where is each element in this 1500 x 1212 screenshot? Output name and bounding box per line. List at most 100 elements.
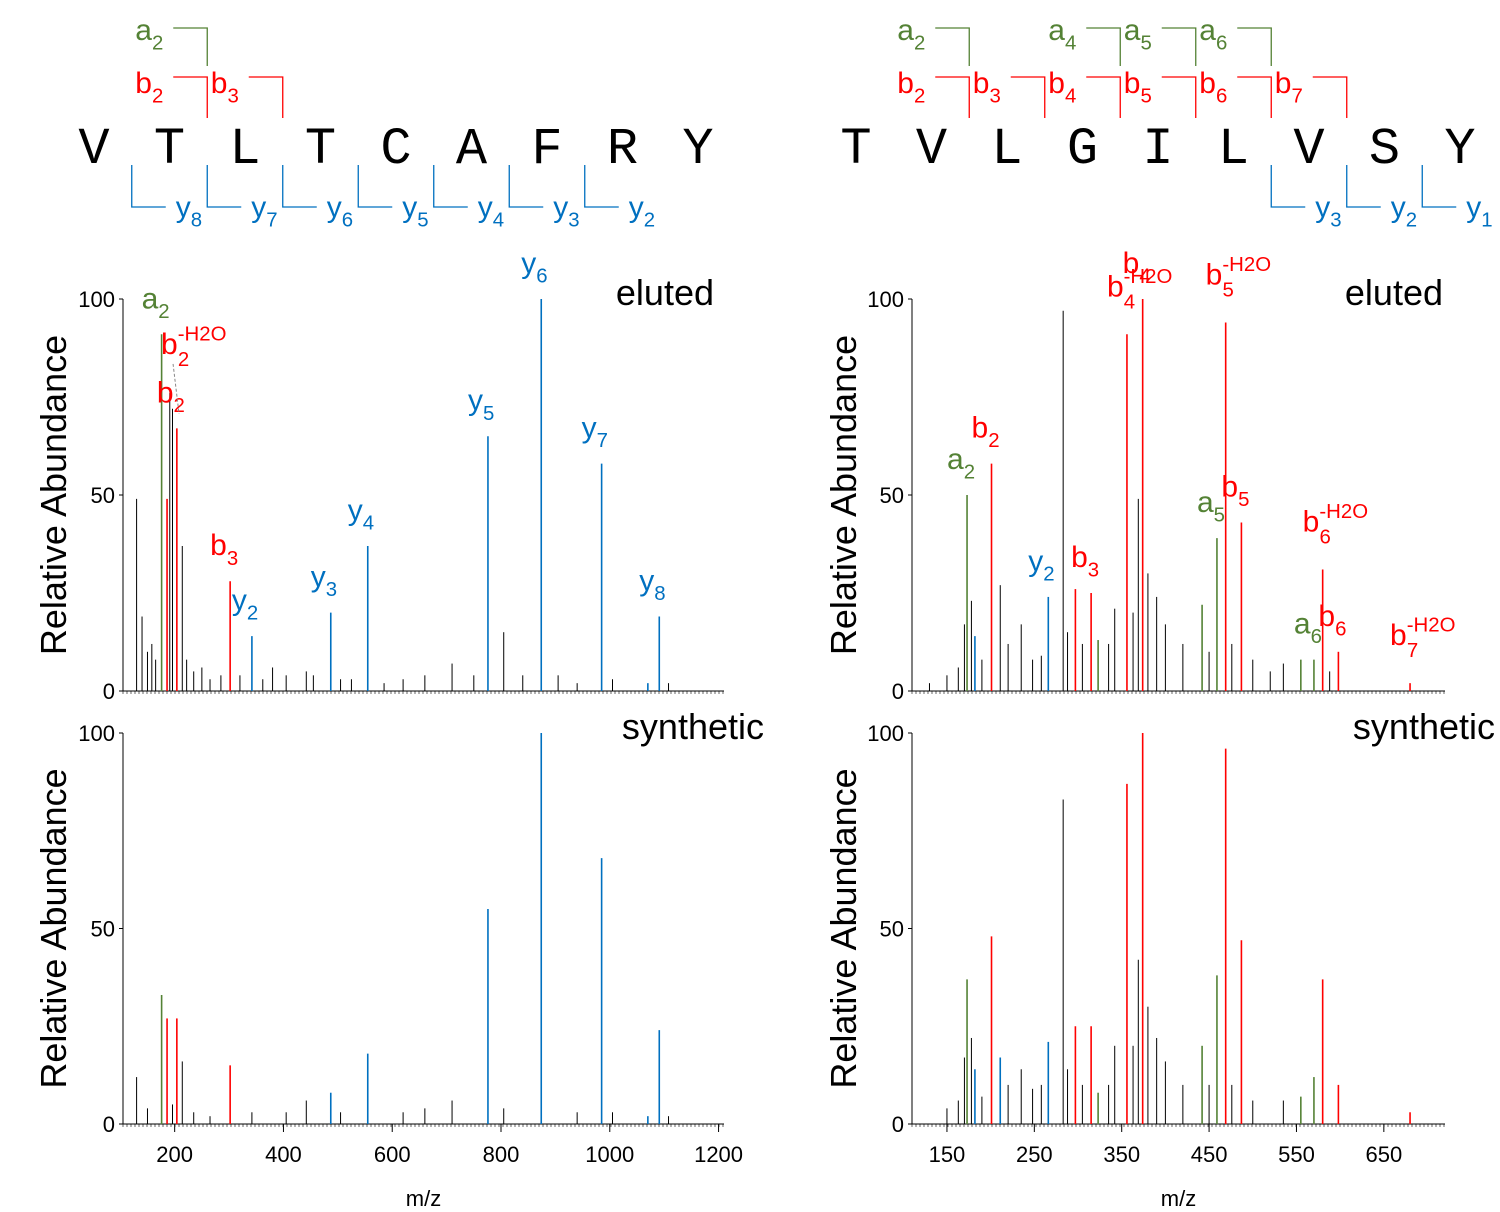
residue-right-6: L	[1218, 120, 1249, 179]
y-tick-label: 100	[78, 721, 115, 746]
y-ion-label: y7	[251, 191, 277, 232]
residue-right-1: T	[840, 120, 871, 179]
panel-title: synthetic	[1353, 706, 1495, 747]
peak-label-a: a2	[947, 443, 975, 484]
b-ion-bracket	[1161, 76, 1197, 118]
y-tick-label: 50	[91, 917, 115, 942]
y-ion-label: y4	[478, 191, 504, 232]
peak-label-y: y6	[521, 247, 547, 288]
peak-label-y: y7	[582, 412, 608, 453]
x-axis-label: m/z	[1161, 1186, 1196, 1211]
y-tick-label: 0	[892, 679, 904, 704]
y-ion-label: y2	[1391, 191, 1417, 232]
residue-right-4: G	[1067, 120, 1098, 179]
y-axis-label: Relative Abundance	[823, 768, 864, 1088]
peak-label-y: y3	[311, 561, 337, 602]
peak-label-y: y2	[232, 584, 258, 625]
b-ion-label: b6	[1199, 67, 1227, 108]
y-tick-label: 50	[880, 917, 904, 942]
y-ion-bracket	[433, 165, 468, 208]
peak-label-y: y2	[1028, 545, 1054, 586]
y-ion-bracket	[508, 165, 544, 208]
peak-label-b: b6	[1318, 600, 1346, 641]
residue-left-1: V	[78, 120, 109, 179]
b-ion-bracket	[1312, 76, 1348, 118]
x-tick-label: 450	[1191, 1142, 1228, 1167]
y-ion-label: y8	[176, 191, 202, 232]
a-ion-label: a2	[135, 14, 163, 55]
peak-label-b: b5	[1221, 470, 1249, 511]
peak-label-b: b4	[1123, 247, 1151, 288]
peak-label-b: b-H2O 7	[1390, 615, 1455, 663]
residue-left-7: F	[531, 120, 562, 179]
a-ion-bracket	[935, 27, 970, 66]
y-ion-bracket	[1421, 165, 1457, 208]
b-ion-bracket	[1086, 76, 1121, 118]
y-ion-label: y2	[629, 191, 655, 232]
residue-left-6: A	[456, 120, 488, 179]
y-tick-label: 100	[867, 721, 904, 746]
a-ion-label: a6	[1199, 14, 1227, 55]
residue-right-8: S	[1369, 120, 1400, 179]
residue-left-4: T	[305, 120, 336, 179]
peak-label-b: b-H2O 5	[1206, 254, 1271, 302]
y-tick-label: 100	[867, 287, 904, 312]
b-ion-bracket	[1237, 76, 1272, 118]
y-ion-bracket	[584, 165, 619, 208]
panel-title: eluted	[616, 272, 714, 313]
annotation-label: b-H2O 2	[161, 323, 226, 371]
x-tick-label: 350	[1103, 1142, 1140, 1167]
x-tick-label: 150	[929, 1142, 966, 1167]
b-ion-bracket	[1010, 76, 1046, 118]
y-ion-bracket	[282, 165, 317, 208]
y-ion-bracket	[206, 165, 242, 208]
peak-label-a: a5	[1197, 486, 1225, 527]
peak-label-b: b2	[157, 376, 185, 417]
peak-label-y: y8	[639, 565, 665, 606]
x-tick-label: 550	[1278, 1142, 1315, 1167]
b-ion-label: b2	[897, 67, 925, 108]
residue-left-8: R	[607, 120, 638, 179]
peak-label-b: b3	[1071, 541, 1099, 582]
y-axis-label: Relative Abundance	[33, 335, 74, 655]
peak-label-b: b3	[210, 529, 238, 570]
y-ion-label: y3	[1315, 191, 1341, 232]
a-ion-label: a2	[897, 14, 925, 55]
x-tick-label: 800	[483, 1142, 520, 1167]
residue-right-9: Y	[1444, 120, 1475, 179]
a-ion-bracket	[1237, 27, 1272, 66]
b-ion-label: b3	[973, 67, 1001, 108]
peak-label-a: a2	[142, 282, 170, 323]
b-ion-label: b5	[1124, 67, 1152, 108]
residue-left-3: L	[229, 120, 260, 179]
a-ion-bracket	[173, 27, 208, 66]
y-ion-label: y6	[327, 191, 353, 232]
y-tick-label: 50	[880, 483, 904, 508]
residue-right-5: I	[1142, 120, 1173, 179]
x-tick-label: 1200	[694, 1142, 743, 1167]
a-ion-label: a4	[1048, 14, 1076, 55]
a-ion-label: a5	[1124, 14, 1152, 55]
y-tick-label: 0	[892, 1112, 904, 1137]
y-ion-label: y5	[402, 191, 428, 232]
panel-title: eluted	[1345, 272, 1443, 313]
y-tick-label: 0	[103, 1112, 115, 1137]
panel-title: synthetic	[622, 706, 764, 747]
b-ion-bracket	[173, 76, 208, 118]
b-ion-label: b3	[211, 67, 239, 108]
residue-left-9: Y	[682, 120, 713, 179]
b-ion-bracket	[935, 76, 970, 118]
peak-label-a: a6	[1294, 608, 1322, 649]
y-tick-label: 100	[78, 287, 115, 312]
residue-left-2: T	[154, 120, 185, 179]
annotation-leader	[172, 363, 180, 414]
y-tick-label: 50	[91, 483, 115, 508]
peak-label-b: b-H2O 6	[1303, 501, 1368, 549]
y-ion-label: y3	[553, 191, 579, 232]
